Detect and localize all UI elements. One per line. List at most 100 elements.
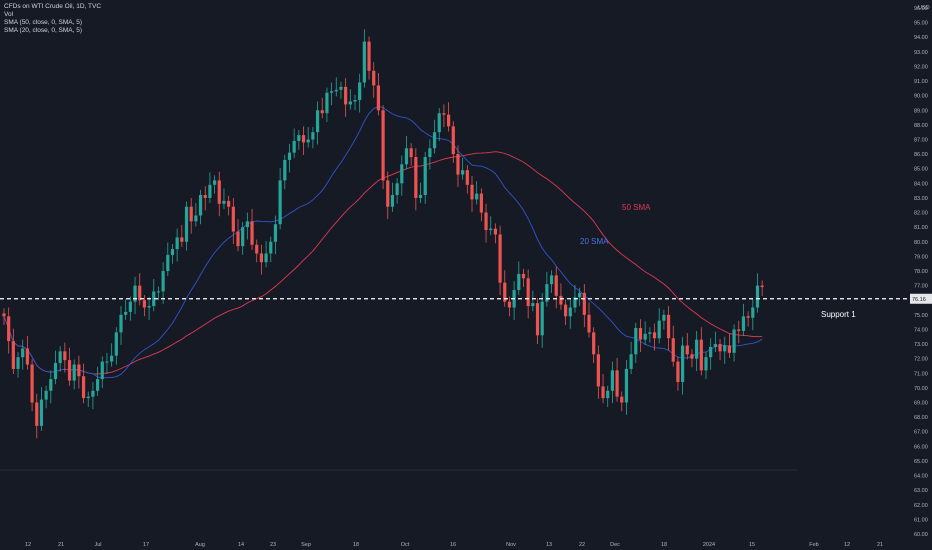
candle (315, 101, 320, 145)
candle (666, 306, 671, 351)
candle (620, 391, 624, 412)
candle (437, 108, 441, 141)
price-tick-label: 64.00 (914, 474, 928, 480)
candle (662, 309, 666, 330)
candle (96, 366, 100, 396)
time-tick-label: 18 (353, 542, 359, 548)
candle (325, 87, 329, 122)
candle (339, 81, 343, 99)
candle (198, 189, 203, 225)
candle (311, 127, 315, 149)
candle (456, 145, 460, 187)
price-tick-label: 90.00 (914, 94, 928, 100)
candle (77, 355, 81, 389)
candle (227, 195, 231, 216)
price-tick-label: 73.00 (914, 342, 928, 348)
candle (713, 331, 717, 353)
legend-vol[interactable]: Vol (4, 11, 14, 18)
candle (320, 97, 324, 119)
candle (273, 215, 278, 255)
legend-title[interactable]: CFDs on WTI Crude Oil, 1D, TVC (4, 3, 102, 10)
price-tick-label: 84.00 (914, 181, 928, 187)
candle (671, 325, 675, 367)
time-tick-label: 17 (143, 542, 149, 548)
candle (395, 178, 399, 204)
candle (610, 361, 614, 404)
price-tick-label: 82.00 (914, 211, 928, 217)
candle (91, 382, 95, 410)
candle (278, 167, 282, 230)
candle (241, 222, 245, 255)
time-tick-label: 23 (270, 542, 276, 548)
price-tick-label: 70.00 (914, 386, 928, 392)
candle (540, 292, 544, 348)
candle (189, 197, 193, 234)
last-price-tag: 76.16 (910, 293, 932, 304)
price-tick-label: 63.00 (914, 488, 928, 494)
candle (690, 349, 694, 368)
candle (114, 327, 118, 365)
candle (292, 128, 296, 158)
candle (386, 171, 390, 220)
candle (203, 186, 207, 211)
candle (255, 239, 259, 263)
candle (138, 273, 142, 306)
candle (535, 298, 540, 345)
legend-sma50[interactable]: SMA (50, close, 0, SMA, 5) (4, 19, 83, 26)
candle (245, 212, 249, 240)
time-tick-label: 12 (844, 542, 850, 548)
candle (133, 276, 137, 315)
candle (648, 327, 652, 343)
support-label: Support 1 (821, 310, 856, 319)
candle (208, 172, 212, 204)
candle (746, 311, 750, 327)
candle (147, 297, 151, 320)
legend-sma20[interactable]: SMA (20, close, 0, SMA, 5) (4, 27, 83, 34)
candle (264, 241, 268, 268)
price-tick-label: 85.00 (914, 167, 928, 173)
candle (568, 298, 572, 329)
candle (741, 303, 746, 337)
price-tick-label: 61.00 (914, 517, 928, 523)
candle (21, 339, 25, 370)
candle (723, 336, 727, 364)
price-axis[interactable]: 60.00 61.00 62.00 63.00 64.00 65.00 66.00 67.00… (914, 6, 928, 538)
candle (521, 268, 526, 288)
candle (732, 324, 736, 362)
time-axis[interactable]: 12 21 Jul 17 Aug 14 23 Sep 18 Oct 16 Nov 13 22 Dec 18 20… (25, 542, 883, 548)
candle (592, 327, 596, 364)
time-tick-label: 13 (546, 542, 552, 548)
price-tick-label: 95.00 (914, 21, 928, 27)
candle (676, 356, 680, 391)
candle (344, 78, 348, 117)
candle (582, 284, 586, 328)
candle (100, 356, 104, 388)
candle (699, 327, 703, 376)
candle (404, 135, 409, 170)
candle (559, 283, 563, 310)
candle (704, 352, 708, 380)
candle (695, 330, 699, 372)
candle (652, 323, 657, 351)
price-tick-label: 71.00 (914, 371, 928, 377)
price-tick-label: 83.00 (914, 196, 928, 202)
time-tick-label: Aug (195, 542, 205, 548)
time-tick-label: 21 (877, 542, 883, 548)
time-tick-label: 16 (450, 542, 456, 548)
price-tick-label: 75.00 (914, 313, 928, 319)
candle (718, 338, 722, 361)
candle (409, 143, 413, 166)
candle (81, 363, 86, 404)
price-tick-label: 78.00 (914, 269, 928, 275)
candle (213, 175, 217, 194)
price-tick-label: 67.00 (914, 430, 928, 436)
candle (737, 320, 741, 344)
candle (465, 165, 469, 194)
candle (25, 336, 29, 370)
candle (657, 308, 661, 344)
candle (432, 119, 437, 154)
candle (110, 343, 114, 367)
candle (681, 336, 685, 395)
